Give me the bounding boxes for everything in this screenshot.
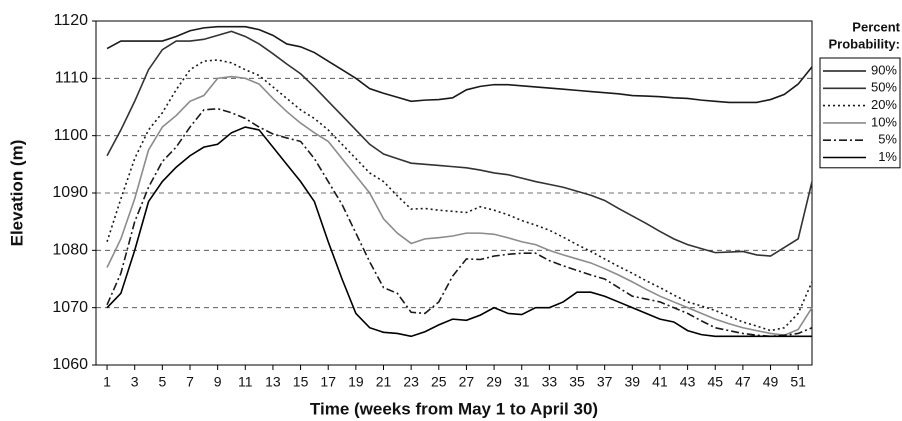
x-tick-label: 51	[790, 374, 806, 390]
plot-frame	[95, 20, 813, 366]
x-tick-label: 9	[214, 374, 222, 390]
y-tick-label: 1060	[52, 356, 88, 373]
x-tick-label: 49	[763, 374, 779, 390]
legend-label: 90%	[871, 62, 897, 77]
x-tick-label: 37	[597, 374, 613, 390]
series-line	[106, 30, 813, 257]
series-line	[106, 107, 813, 338]
series-line	[106, 59, 813, 332]
x-tick-label: 19	[348, 374, 364, 390]
y-tick-label: 1110	[55, 70, 88, 87]
x-axis-title: Time (weeks from May 1 to April 30)	[310, 399, 598, 418]
x-tick-label: 31	[514, 374, 530, 390]
y-tick-label: 1070	[52, 299, 88, 316]
x-tick-label: 41	[652, 374, 668, 390]
legend-box	[819, 57, 901, 169]
x-tick-label: 15	[293, 374, 309, 390]
series-line	[106, 75, 813, 337]
x-tick-label: 27	[459, 374, 475, 390]
y-tick-label: 1120	[54, 12, 89, 29]
x-tick-label: 17	[320, 374, 336, 390]
legend-label: 20%	[871, 97, 897, 112]
y-axis-title: Elevation (m)	[7, 140, 26, 247]
legend-label: 5%	[878, 132, 897, 147]
x-tick-label: 35	[569, 374, 585, 390]
legend-label: 10%	[871, 114, 897, 129]
x-tick-label: 47	[735, 374, 751, 390]
x-tick-label: 33	[542, 374, 558, 390]
x-tick-label: 21	[376, 374, 392, 390]
legend-title: Percent	[852, 19, 900, 34]
x-tick-label: 23	[403, 374, 419, 390]
legend-title: Probability:	[828, 36, 900, 51]
x-tick-label: 45	[707, 374, 723, 390]
x-tick-label: 25	[431, 374, 447, 390]
x-tick-label: 43	[680, 374, 696, 390]
series-line	[106, 126, 812, 338]
y-tick-label: 1090	[52, 184, 88, 201]
legend-label: 1%	[878, 149, 897, 164]
x-tick-label: 5	[158, 374, 166, 390]
x-tick-label: 7	[186, 374, 194, 390]
x-tick-label: 39	[625, 374, 641, 390]
x-tick-label: 1	[103, 374, 111, 390]
x-tick-label: 11	[238, 374, 253, 390]
x-tick-label: 29	[486, 374, 502, 390]
x-tick-label: 13	[265, 374, 281, 390]
legend-label: 50%	[871, 80, 897, 95]
y-tick-label: 1080	[52, 242, 88, 259]
series-line	[106, 25, 813, 104]
x-tick-label: 3	[131, 374, 139, 390]
y-tick-label: 1100	[54, 127, 89, 144]
